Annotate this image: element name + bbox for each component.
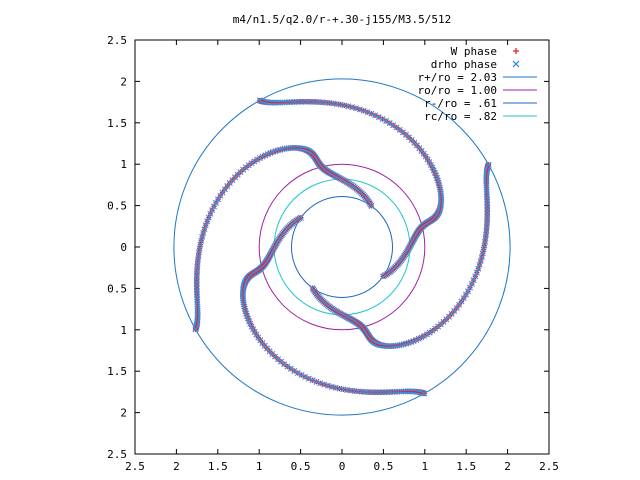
x-tick-label: 0 xyxy=(339,460,346,473)
legend-label: ro/ro = 1.00 xyxy=(418,84,497,97)
x-tick-label: 1.5 xyxy=(208,460,228,473)
phase-point xyxy=(356,106,363,113)
phase-point xyxy=(368,110,375,117)
phase-point xyxy=(221,186,228,193)
phase-point xyxy=(349,104,356,111)
phase-point xyxy=(332,384,339,391)
phase-point xyxy=(192,326,199,333)
legend-label: r+/ro = 2.03 xyxy=(418,71,497,84)
x-tick-label: 0.5 xyxy=(373,460,393,473)
x-tick-label: 2.5 xyxy=(125,460,145,473)
phase-point xyxy=(476,261,483,268)
y-tick-label: 0.5 xyxy=(107,282,127,295)
y-tick-label: 0.5 xyxy=(107,200,127,213)
y-tick-label: 1.5 xyxy=(107,365,127,378)
y-tick-label: 1 xyxy=(120,158,127,171)
circle-r-0 xyxy=(173,78,511,416)
y-tick-label: 0 xyxy=(120,241,127,254)
y-tick-label: 2 xyxy=(120,75,127,88)
legend-label: rc/ro = .82 xyxy=(424,110,497,123)
phase-point xyxy=(472,273,479,280)
legend-item: r-/ro = .61 xyxy=(424,97,537,110)
phase-point xyxy=(413,142,420,149)
x-tick-label: 1 xyxy=(256,460,263,473)
legend-marker xyxy=(513,48,519,54)
legend-item: rc/ro = .82 xyxy=(424,110,537,123)
phase-point xyxy=(485,161,492,168)
x-tick-label: 2 xyxy=(504,460,511,473)
x-tick-label: 1.5 xyxy=(456,460,476,473)
y-tick-label: 1 xyxy=(120,324,127,337)
x-tick-label: 1 xyxy=(421,460,428,473)
phase-point xyxy=(340,386,347,393)
legend-item: W phase xyxy=(451,45,519,58)
phase-point xyxy=(219,189,226,196)
phase-point xyxy=(405,134,412,141)
phase-point xyxy=(256,97,263,104)
legend-marker xyxy=(512,60,520,68)
circle-r-2 xyxy=(290,195,394,299)
legend-label: drho phase xyxy=(431,58,497,71)
legend-label: r-/ro = .61 xyxy=(424,97,497,110)
legend-item: r+/ro = 2.03 xyxy=(418,71,537,84)
phase-point xyxy=(421,390,428,397)
y-tick-label: 1.5 xyxy=(107,117,127,130)
circle-r-3 xyxy=(273,178,411,316)
reference-circles xyxy=(173,78,511,416)
phase-point xyxy=(198,237,205,244)
phase-point xyxy=(465,288,472,295)
legend-label: W phase xyxy=(451,45,497,58)
phase-point xyxy=(266,348,273,355)
chart-title: m4/n1.5/q2.0/r-+.30-j155/M3.5/512 xyxy=(233,13,452,26)
phase-point xyxy=(435,179,442,186)
phase-point xyxy=(445,313,452,320)
phase-point xyxy=(477,257,484,265)
phase-point xyxy=(201,226,208,233)
x-tick-label: 2.5 xyxy=(539,460,559,473)
legend-item: ro/ro = 1.00 xyxy=(418,84,537,97)
phase-point xyxy=(321,381,328,388)
phase-points xyxy=(192,97,492,397)
axis-ticks: 2.5 2 1.5 1 0.5 0 0.5 1 1.5 2 2.52.521.510.500.511… xyxy=(107,34,559,473)
circle-r-1 xyxy=(258,163,426,331)
x-tick-label: 2 xyxy=(173,460,180,473)
y-tick-label: 2.5 xyxy=(107,34,127,47)
phase-point xyxy=(341,102,348,109)
legend-item: drho phase xyxy=(431,58,520,71)
x-tick-label: 0.5 xyxy=(291,460,311,473)
y-tick-label: 2.5 xyxy=(107,448,127,461)
y-tick-label: 2 xyxy=(120,407,127,420)
